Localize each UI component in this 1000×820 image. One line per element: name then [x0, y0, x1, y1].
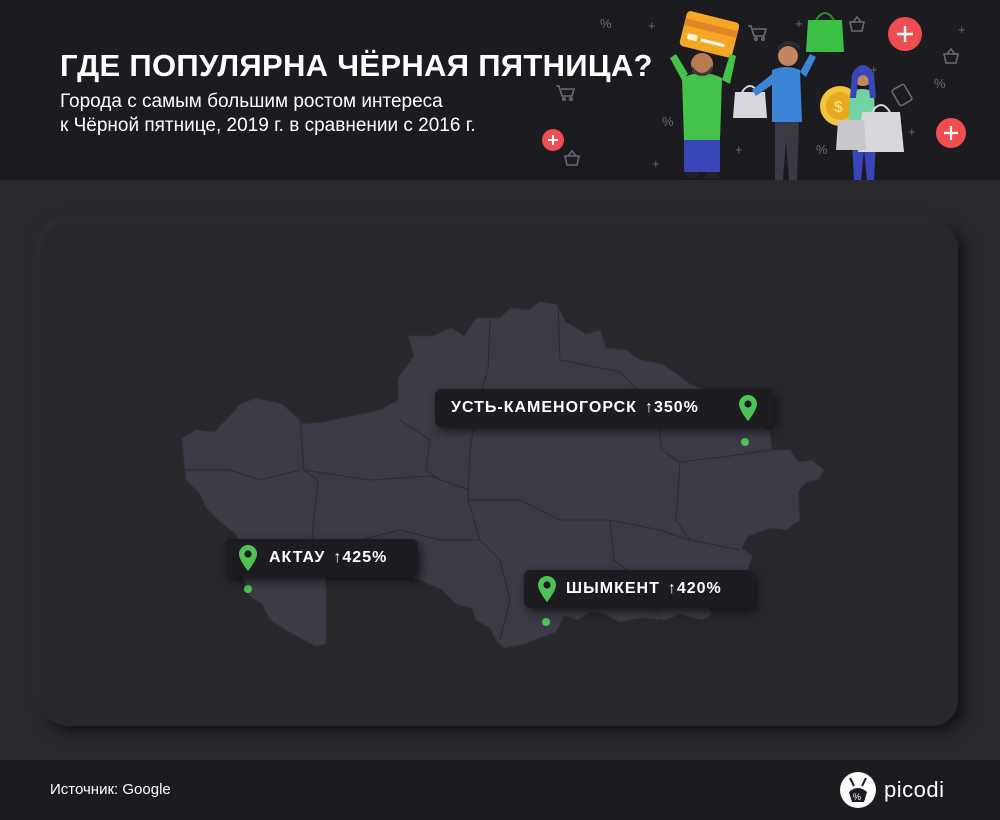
source-text: Источник: Google: [50, 781, 171, 798]
credit-card-icon: [679, 11, 740, 58]
plus-icon: [542, 129, 564, 151]
picodi-logo[interactable]: % picodi: [838, 768, 958, 812]
subtitle-line-1: Города с самым большим ростом интереса: [60, 91, 443, 112]
city-label-shymkent: ШЫМКЕНТ ↑420%: [524, 570, 754, 608]
svg-text:+: +: [648, 18, 656, 33]
location-pin-icon: [239, 545, 257, 571]
city-growth: ↑420%: [667, 580, 722, 597]
logo-text: picodi: [884, 777, 945, 802]
header: ГДЕ ПОПУЛЯРНА ЧЁРНАЯ ПЯТНИЦА? Города с с…: [0, 0, 1000, 180]
page-subtitle: Города с самым большим ростом интереса к…: [60, 90, 540, 138]
city-label-aktau: АКТАУ ↑425%: [225, 539, 418, 577]
shopping-bag-icon: [806, 12, 844, 52]
location-pin-icon: [739, 395, 757, 421]
svg-text:+: +: [908, 124, 916, 139]
plus-icon: [936, 118, 966, 148]
shopping-cart-icon: [556, 85, 576, 102]
svg-text:+: +: [870, 62, 878, 77]
footer: Источник: Google: [0, 760, 1000, 820]
svg-text:$: $: [834, 99, 843, 116]
shopper-figure: [752, 41, 816, 180]
svg-text:%: %: [853, 792, 861, 802]
subtitle-line-2: к Чёрной пятнице, 2019 г. в сравнении с …: [60, 115, 476, 136]
city-dot-aktau: [244, 585, 252, 593]
percent-icon: %: [816, 142, 828, 157]
city-dot-ust-kamenogorsk: [741, 438, 749, 446]
location-pin-icon: [538, 576, 556, 602]
city-name: ШЫМКЕНТ: [566, 580, 660, 597]
svg-text:+: +: [652, 156, 660, 171]
page-title: ГДЕ ПОПУЛЯРНА ЧЁРНАЯ ПЯТНИЦА?: [60, 48, 653, 83]
city-growth: ↑425%: [333, 549, 388, 566]
svg-text:+: +: [735, 142, 743, 157]
city-dot-shymkent: [542, 618, 550, 626]
plus-icon: [888, 17, 922, 51]
shopping-bag-icon: [836, 104, 904, 152]
shopping-basket-icon: [564, 15, 959, 166]
receipt-icon: [891, 83, 913, 107]
percent-icon: %: [662, 114, 674, 129]
shopping-cart-icon: [748, 25, 768, 42]
shopper-figure: [670, 53, 736, 178]
svg-text:+: +: [795, 16, 803, 31]
city-name: АКТАУ: [269, 549, 326, 566]
percent-icon: %: [600, 16, 612, 31]
city-growth: ↑350%: [644, 399, 699, 416]
picodi-logo-icon: %: [840, 772, 876, 808]
city-label-ust-kamenogorsk: УСТЬ-КАМЕНОГОРСК ↑350%: [435, 389, 773, 427]
city-name: УСТЬ-КАМЕНОГОРСК: [451, 399, 637, 416]
percent-icon: %: [934, 76, 946, 91]
shoppers-illustration: % % % % + + + + + + +: [542, 11, 966, 180]
svg-text:+: +: [958, 22, 966, 37]
